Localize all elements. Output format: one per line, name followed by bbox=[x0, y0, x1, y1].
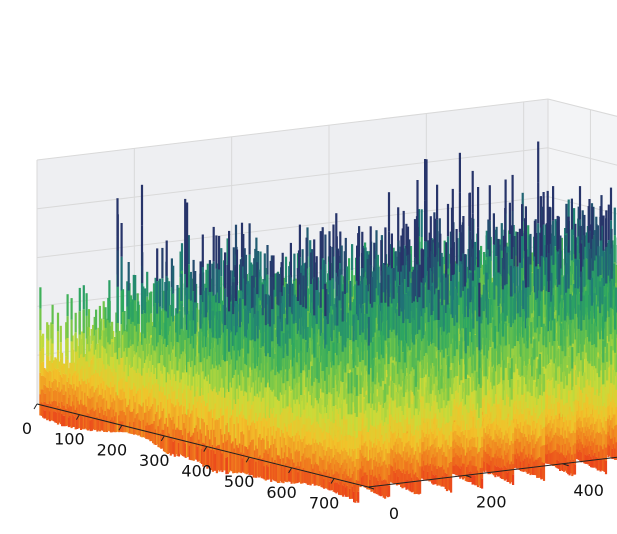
surface-3d-chart: 0100200300400500600700020040060080010000… bbox=[0, 0, 617, 534]
